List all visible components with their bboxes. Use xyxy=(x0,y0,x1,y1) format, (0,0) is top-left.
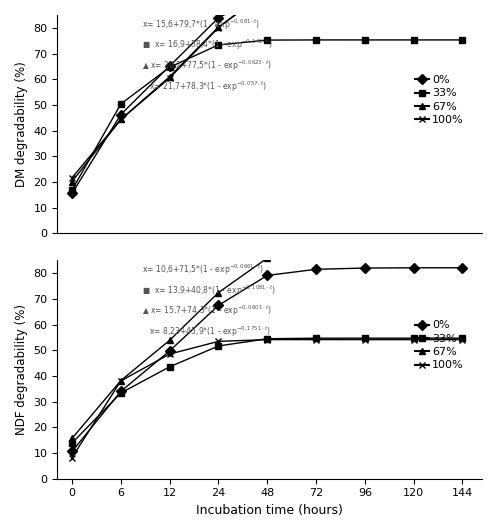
Text: x= 15,6+79,7*(1 - exp$^{-0,081 \cdot t}$)
$■$  x= 16,9+58,4*(1 - exp$^{-0,142 \c: x= 15,6+79,7*(1 - exp$^{-0,081 \cdot t}$… xyxy=(142,17,273,94)
X-axis label: Incubation time (hours): Incubation time (hours) xyxy=(196,504,343,517)
Legend: 0%, 33%, 67%, 100%: 0%, 33%, 67%, 100% xyxy=(415,75,464,125)
Y-axis label: NDF degradability (%): NDF degradability (%) xyxy=(15,304,28,435)
Legend: 0%, 33%, 67%, 100%: 0%, 33%, 67%, 100% xyxy=(415,320,464,370)
Text: x= 10,6+71,5*(1 - exp$^{-0,0661 \cdot t}$)
$■$  x= 13,9+40,8*(1 - exp$^{-0,1081 : x= 10,6+71,5*(1 - exp$^{-0,0661 \cdot t}… xyxy=(142,262,276,339)
Y-axis label: DM degradability (%): DM degradability (%) xyxy=(15,61,28,187)
